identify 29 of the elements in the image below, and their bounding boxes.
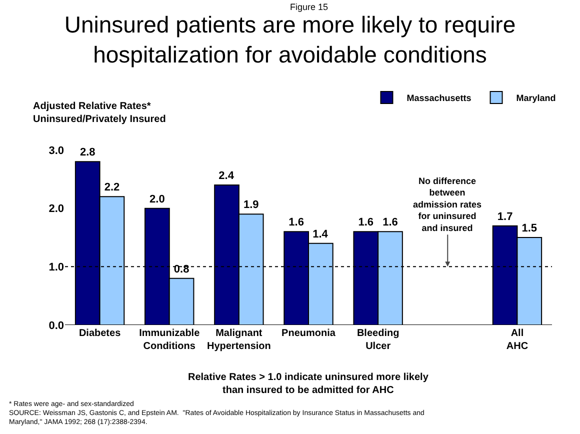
x-axis-title: Relative Rates > 1.0 indicate uninsured more likely than insured to be admitted for AHC — [188, 372, 429, 396]
legend-label: Maryland — [516, 93, 556, 104]
data-label: 0.8 — [174, 263, 190, 276]
y-tick-label: 1.0 — [48, 262, 64, 274]
y-tick-label: 0.0 — [48, 320, 64, 332]
data-label: 1.9 — [243, 199, 259, 212]
x-tick-label: Pneumonia — [282, 328, 336, 339]
data-label: 2.4 — [218, 170, 235, 182]
y-axis-title: Adjusted Relative Rates* Uninsured/Privately Insured — [33, 101, 166, 125]
x-tick-label: Diabetes — [78, 328, 122, 339]
data-label: 1.5 — [522, 222, 538, 234]
x-tick-label: Bleeding Ulcer — [356, 328, 400, 352]
y-tick-label: 3.0 — [48, 144, 64, 157]
data-label: 1.6 — [288, 216, 304, 229]
data-label: 1.4 — [312, 228, 329, 240]
legend-label: Massachusetts — [406, 93, 472, 104]
chart-title: Uninsured patients are more likely to require hospitalization for avoidable conditions — [64, 12, 516, 68]
data-label: 2.2 — [104, 182, 120, 194]
data-label: 1.6 — [382, 216, 398, 229]
data-label: 2.0 — [150, 193, 165, 206]
data-label: 1.7 — [497, 210, 513, 223]
y-tick-label: 2.0 — [48, 203, 64, 216]
x-tick-label: Immunizable Conditions — [139, 328, 200, 352]
data-label: 2.8 — [80, 146, 96, 159]
data-label: 1.6 — [358, 216, 374, 229]
x-tick-label: All AHC — [506, 328, 528, 352]
annotation: No difference between admission rates for uninsured and insured — [413, 176, 482, 233]
chart-subtitle: Figure 15 — [290, 2, 328, 12]
x-tick-label: Malignant Hypertension — [206, 328, 271, 352]
